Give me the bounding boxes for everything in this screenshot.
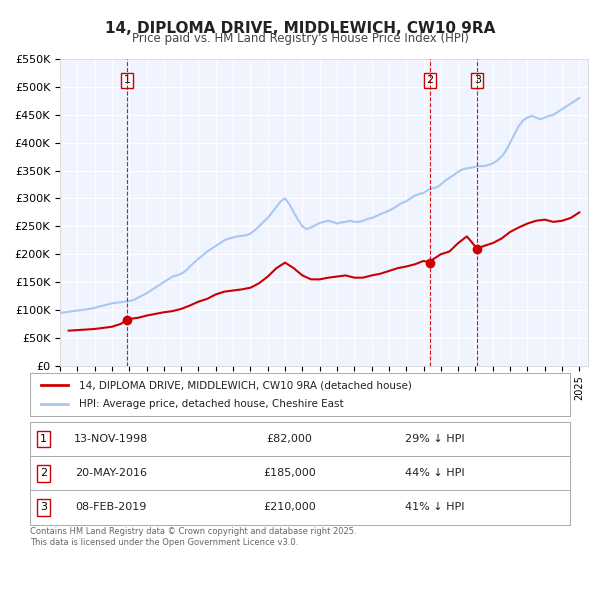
Text: Contains HM Land Registry data © Crown copyright and database right 2025.
This d: Contains HM Land Registry data © Crown c… (30, 527, 356, 547)
Text: £82,000: £82,000 (266, 434, 312, 444)
Text: £185,000: £185,000 (263, 468, 316, 478)
Text: 1: 1 (40, 434, 47, 444)
Text: HPI: Average price, detached house, Cheshire East: HPI: Average price, detached house, Ches… (79, 399, 343, 409)
Text: 44% ↓ HPI: 44% ↓ HPI (405, 468, 465, 478)
Text: 2: 2 (427, 76, 434, 86)
Text: 14, DIPLOMA DRIVE, MIDDLEWICH, CW10 9RA: 14, DIPLOMA DRIVE, MIDDLEWICH, CW10 9RA (105, 21, 495, 35)
Text: 20-MAY-2016: 20-MAY-2016 (75, 468, 147, 478)
Text: 08-FEB-2019: 08-FEB-2019 (76, 503, 146, 512)
Text: £210,000: £210,000 (263, 503, 316, 512)
Text: 2: 2 (40, 468, 47, 478)
Text: Price paid vs. HM Land Registry's House Price Index (HPI): Price paid vs. HM Land Registry's House … (131, 32, 469, 45)
Text: 13-NOV-1998: 13-NOV-1998 (74, 434, 148, 444)
Text: 3: 3 (40, 503, 47, 512)
Text: 1: 1 (124, 76, 130, 86)
Text: 29% ↓ HPI: 29% ↓ HPI (405, 434, 465, 444)
Text: 41% ↓ HPI: 41% ↓ HPI (405, 503, 465, 512)
Text: 14, DIPLOMA DRIVE, MIDDLEWICH, CW10 9RA (detached house): 14, DIPLOMA DRIVE, MIDDLEWICH, CW10 9RA … (79, 381, 412, 391)
Text: 3: 3 (474, 76, 481, 86)
